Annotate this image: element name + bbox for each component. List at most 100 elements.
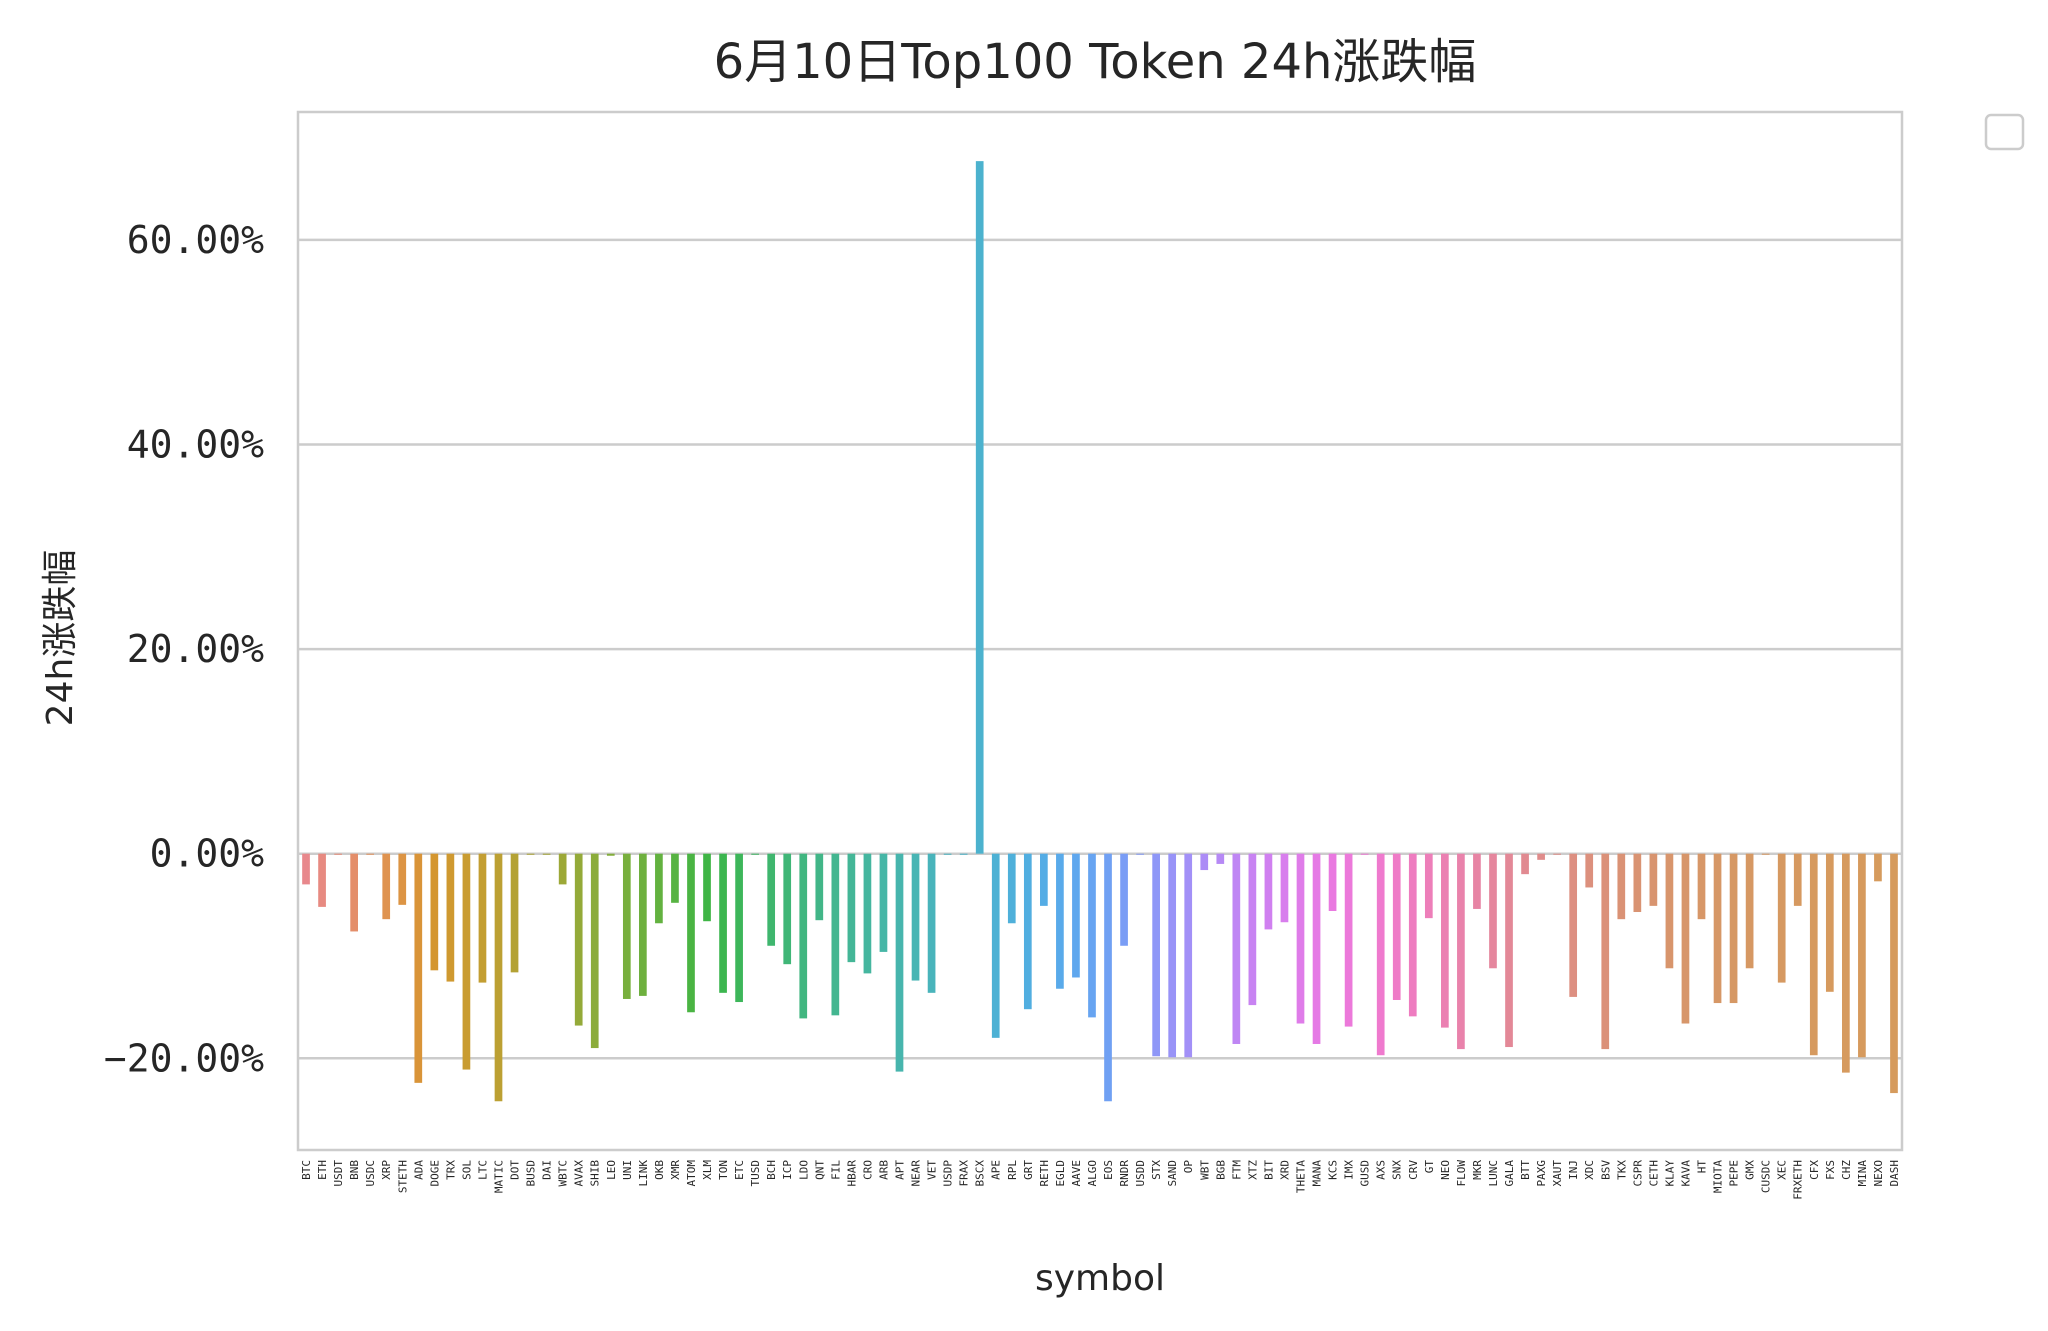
bar-grt xyxy=(1023,853,1032,1010)
y-tick-label: −20.00% xyxy=(104,1036,264,1080)
x-tick-label: LTC xyxy=(476,1160,489,1180)
x-tick-label: XAUT xyxy=(1551,1160,1564,1187)
bar-bgb xyxy=(1216,853,1225,864)
bar-arb xyxy=(879,853,888,952)
bar-ldo xyxy=(799,853,808,1019)
x-tick-label: CSPR xyxy=(1631,1160,1644,1187)
x-tick-label: WBT xyxy=(1198,1160,1211,1180)
x-tick-label: CUSDC xyxy=(1760,1160,1773,1193)
x-tick-label: OKB xyxy=(653,1160,666,1180)
plot-frame xyxy=(296,110,1904,1152)
bar-gusd xyxy=(1360,853,1369,855)
bar-flow xyxy=(1457,853,1465,1050)
x-tick-label: HT xyxy=(1696,1160,1709,1174)
bar-btc xyxy=(302,853,310,885)
x-tick-label: MANA xyxy=(1311,1160,1324,1187)
x-tick-label: FIL xyxy=(829,1160,842,1180)
bar-xmr xyxy=(671,853,679,903)
x-tick-label: AAVE xyxy=(1070,1160,1083,1187)
x-tick-label: SNX xyxy=(1391,1160,1404,1180)
bar-sol xyxy=(462,853,471,1070)
x-tick-label: LEO xyxy=(605,1160,618,1180)
x-tick-label: VET xyxy=(926,1160,939,1180)
bar-tusd xyxy=(751,853,759,855)
x-tick-label: KCS xyxy=(1327,1160,1340,1180)
y-tick-label: 40.00% xyxy=(127,423,264,467)
bar-cusdc xyxy=(1761,853,1770,855)
bar-theta xyxy=(1296,853,1305,1024)
x-tick-label: SHIB xyxy=(589,1160,602,1187)
gridlines xyxy=(298,238,1902,1060)
x-tick-label: RETH xyxy=(1038,1160,1051,1187)
bar-mina xyxy=(1858,853,1866,1058)
x-tick-label: WBTC xyxy=(557,1160,570,1187)
bar-ton xyxy=(719,853,727,993)
bar-ceth xyxy=(1649,853,1658,906)
x-tick-label: CHZ xyxy=(1840,1160,1853,1180)
bar-rpl xyxy=(1007,853,1016,924)
x-tick-label: MATIC xyxy=(493,1160,506,1193)
bar-egld xyxy=(1056,853,1064,989)
bar-op xyxy=(1184,853,1193,1058)
bar-wbtc xyxy=(558,853,567,885)
x-tick-label: FRXETH xyxy=(1792,1160,1805,1200)
bar-gt xyxy=(1424,853,1433,919)
x-tick-label: BSV xyxy=(1599,1160,1612,1180)
bar-dash xyxy=(1890,853,1898,1094)
bar-miota xyxy=(1713,853,1722,1004)
legend-box xyxy=(1984,113,2025,151)
bar-usdd xyxy=(1136,853,1144,855)
bar-bit xyxy=(1264,853,1273,930)
bar-ape xyxy=(991,853,1000,1038)
bar-matic xyxy=(494,853,503,1102)
bar-eth xyxy=(318,853,326,907)
x-tick-label: RPL xyxy=(1006,1160,1019,1180)
bar-snx xyxy=(1392,853,1401,1000)
x-tick-label: TKX xyxy=(1615,1160,1628,1180)
bar-usdc xyxy=(366,853,375,855)
x-tick-label: ICP xyxy=(781,1160,794,1180)
bar-busd xyxy=(526,853,535,855)
x-tick-label: SAND xyxy=(1166,1160,1179,1187)
bar-trx xyxy=(446,853,455,982)
bar-gmx xyxy=(1745,853,1754,969)
bar-bscx xyxy=(975,161,984,854)
bar-wbt xyxy=(1200,853,1209,871)
x-tick-label: BNB xyxy=(348,1160,361,1180)
x-tick-label: MKR xyxy=(1471,1160,1484,1180)
x-tick-label: CRV xyxy=(1407,1160,1420,1180)
y-tick-labels: −20.00% 0.00% 20.00% 40.00% 60.00% xyxy=(104,218,264,1080)
bar-paxg xyxy=(1537,853,1545,860)
y-tick-label: 0.00% xyxy=(150,832,265,876)
bar-klay xyxy=(1665,853,1674,969)
bar-eos xyxy=(1104,853,1112,1102)
x-tick-label: USDT xyxy=(332,1160,345,1187)
x-tick-label: IMX xyxy=(1343,1160,1356,1180)
x-tick-label: KAVA xyxy=(1679,1160,1692,1187)
bar-stx xyxy=(1152,853,1160,1057)
bar-ht xyxy=(1697,853,1706,920)
bar-dai xyxy=(542,853,551,855)
bar-gala xyxy=(1505,853,1513,1048)
x-tick-label: ARB xyxy=(877,1160,890,1180)
x-tick-label: SOL xyxy=(460,1160,473,1180)
bar-uni xyxy=(622,853,631,999)
bar-crv xyxy=(1408,853,1417,1017)
bar-ada xyxy=(414,853,423,1083)
bar-etc xyxy=(735,853,743,1003)
x-tick-label: QNT xyxy=(813,1160,826,1180)
chart-title: 6月10日Top100 Token 24h涨跌幅 xyxy=(714,34,1477,90)
x-tick-label: BUSD xyxy=(525,1160,538,1187)
bar-imx xyxy=(1344,853,1353,1027)
bar-bsv xyxy=(1601,853,1610,1050)
bar-doge xyxy=(430,853,439,971)
x-tick-label: XEC xyxy=(1776,1160,1789,1180)
x-tick-label: ADA xyxy=(412,1160,425,1180)
x-tick-labels: BTC ETH USDT BNB USDC XRP STETH ADA DOGE TRX SOL LT… xyxy=(300,1160,1901,1200)
x-tick-label: FXS xyxy=(1824,1160,1837,1180)
bar-cspr xyxy=(1633,853,1642,913)
bar-near xyxy=(911,853,920,981)
x-tick-label: USDC xyxy=(364,1160,377,1187)
bar-xtz xyxy=(1248,853,1257,1006)
x-tick-label: CFX xyxy=(1808,1160,1821,1180)
